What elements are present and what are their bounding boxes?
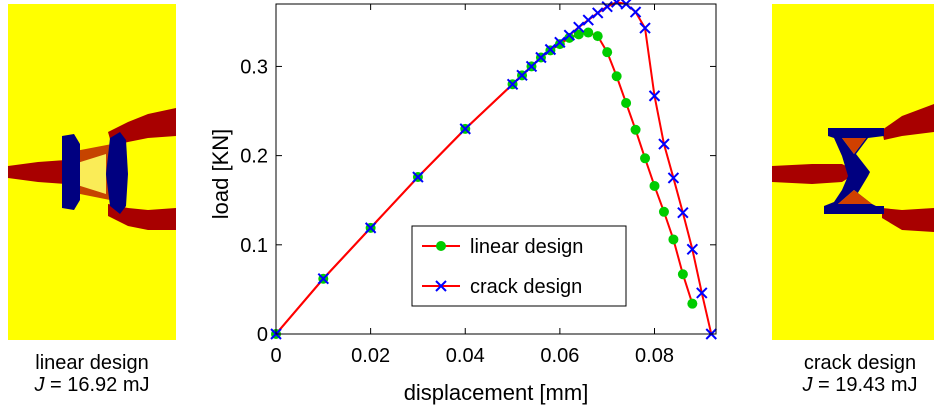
data-point-crack (686, 243, 699, 255)
data-point-linear (677, 269, 688, 280)
crack-design-caption: crack design J = 19.43 mJ (765, 352, 934, 396)
x-axis-label: displacement [mm] (404, 380, 589, 405)
crack-design-image (772, 4, 934, 340)
data-point-crack (573, 21, 585, 33)
data-point-linear (658, 206, 669, 217)
x-tick-label: 0.04 (446, 345, 485, 367)
linear-design-label: linear design (35, 352, 149, 374)
data-point-crack (544, 43, 557, 56)
data-point-crack (696, 287, 708, 299)
data-point-linear (649, 180, 660, 191)
data-point-crack (506, 78, 519, 90)
data-point-linear (573, 29, 584, 40)
legend-label-crack: crack design (470, 276, 582, 298)
y-axis-label: load [KN] (208, 129, 233, 220)
data-point-crack (525, 60, 538, 73)
y-tick-label: 0.3 (240, 56, 268, 78)
data-point-crack (516, 69, 528, 82)
data-point-crack (317, 272, 330, 285)
load-displacement-chart: 0 0.02 0.04 0.06 0.08 0 0.1 0.2 0.3 displacement… (208, 0, 717, 405)
legend: linear design crack design (411, 225, 627, 307)
y-tick-label: 0.2 (240, 146, 268, 168)
data-point-crack (535, 51, 547, 64)
y-tick-label: 0.1 (240, 235, 268, 257)
data-point-linear (602, 47, 613, 58)
data-point-crack (364, 222, 377, 234)
data-point-crack (563, 29, 576, 41)
data-point-linear (564, 32, 575, 43)
legend-box (411, 225, 627, 307)
plot-frame (275, 3, 717, 335)
data-point-linear (621, 98, 632, 108)
legend-label-linear: linear design (470, 236, 583, 258)
data-point-crack (639, 22, 651, 34)
data-point-crack (601, 0, 613, 13)
data-point-linear (668, 234, 679, 245)
data-point-crack (592, 7, 604, 19)
data-point-crack (658, 138, 670, 150)
data-point-crack (648, 90, 661, 102)
data-point-crack (582, 14, 594, 26)
data-point-linear (630, 124, 641, 135)
x-tick-label: 0.08 (635, 345, 674, 367)
data-point-crack (667, 172, 680, 184)
data-point-linear (583, 27, 594, 38)
energy-symbol: J (802, 374, 813, 396)
legend-marker-crack (435, 280, 447, 292)
legend-marker-linear (436, 241, 446, 251)
x-tick-label: 0.06 (540, 345, 579, 367)
data-point-crack (677, 206, 689, 219)
data-point-linear (611, 71, 622, 82)
linear-design-image (8, 4, 176, 340)
energy-value: = 19.43 mJ (818, 374, 918, 396)
crack-design-energy: J = 19.43 mJ (765, 374, 934, 396)
linear-design-caption: linear design J = 16.92 mJ (0, 352, 187, 396)
data-point-linear (640, 153, 651, 164)
data-point-linear (687, 298, 698, 309)
x-tick-label: 0 (270, 345, 281, 367)
data-point-crack (610, 0, 623, 8)
data-point-crack (412, 171, 424, 183)
crack-design-label: crack design (803, 352, 917, 374)
data-point-linear (554, 39, 565, 50)
data-point-crack (459, 123, 471, 135)
x-tick-label: 0.02 (351, 345, 390, 367)
energy-value: = 16.92 mJ (50, 374, 150, 396)
energy-symbol: J (34, 374, 45, 396)
data-point-crack (629, 6, 642, 18)
y-tick-label: 0 (257, 324, 268, 346)
data-point-crack (554, 36, 566, 49)
linear-design-energy: J = 16.92 mJ (0, 374, 187, 396)
data-point-linear (592, 31, 603, 42)
